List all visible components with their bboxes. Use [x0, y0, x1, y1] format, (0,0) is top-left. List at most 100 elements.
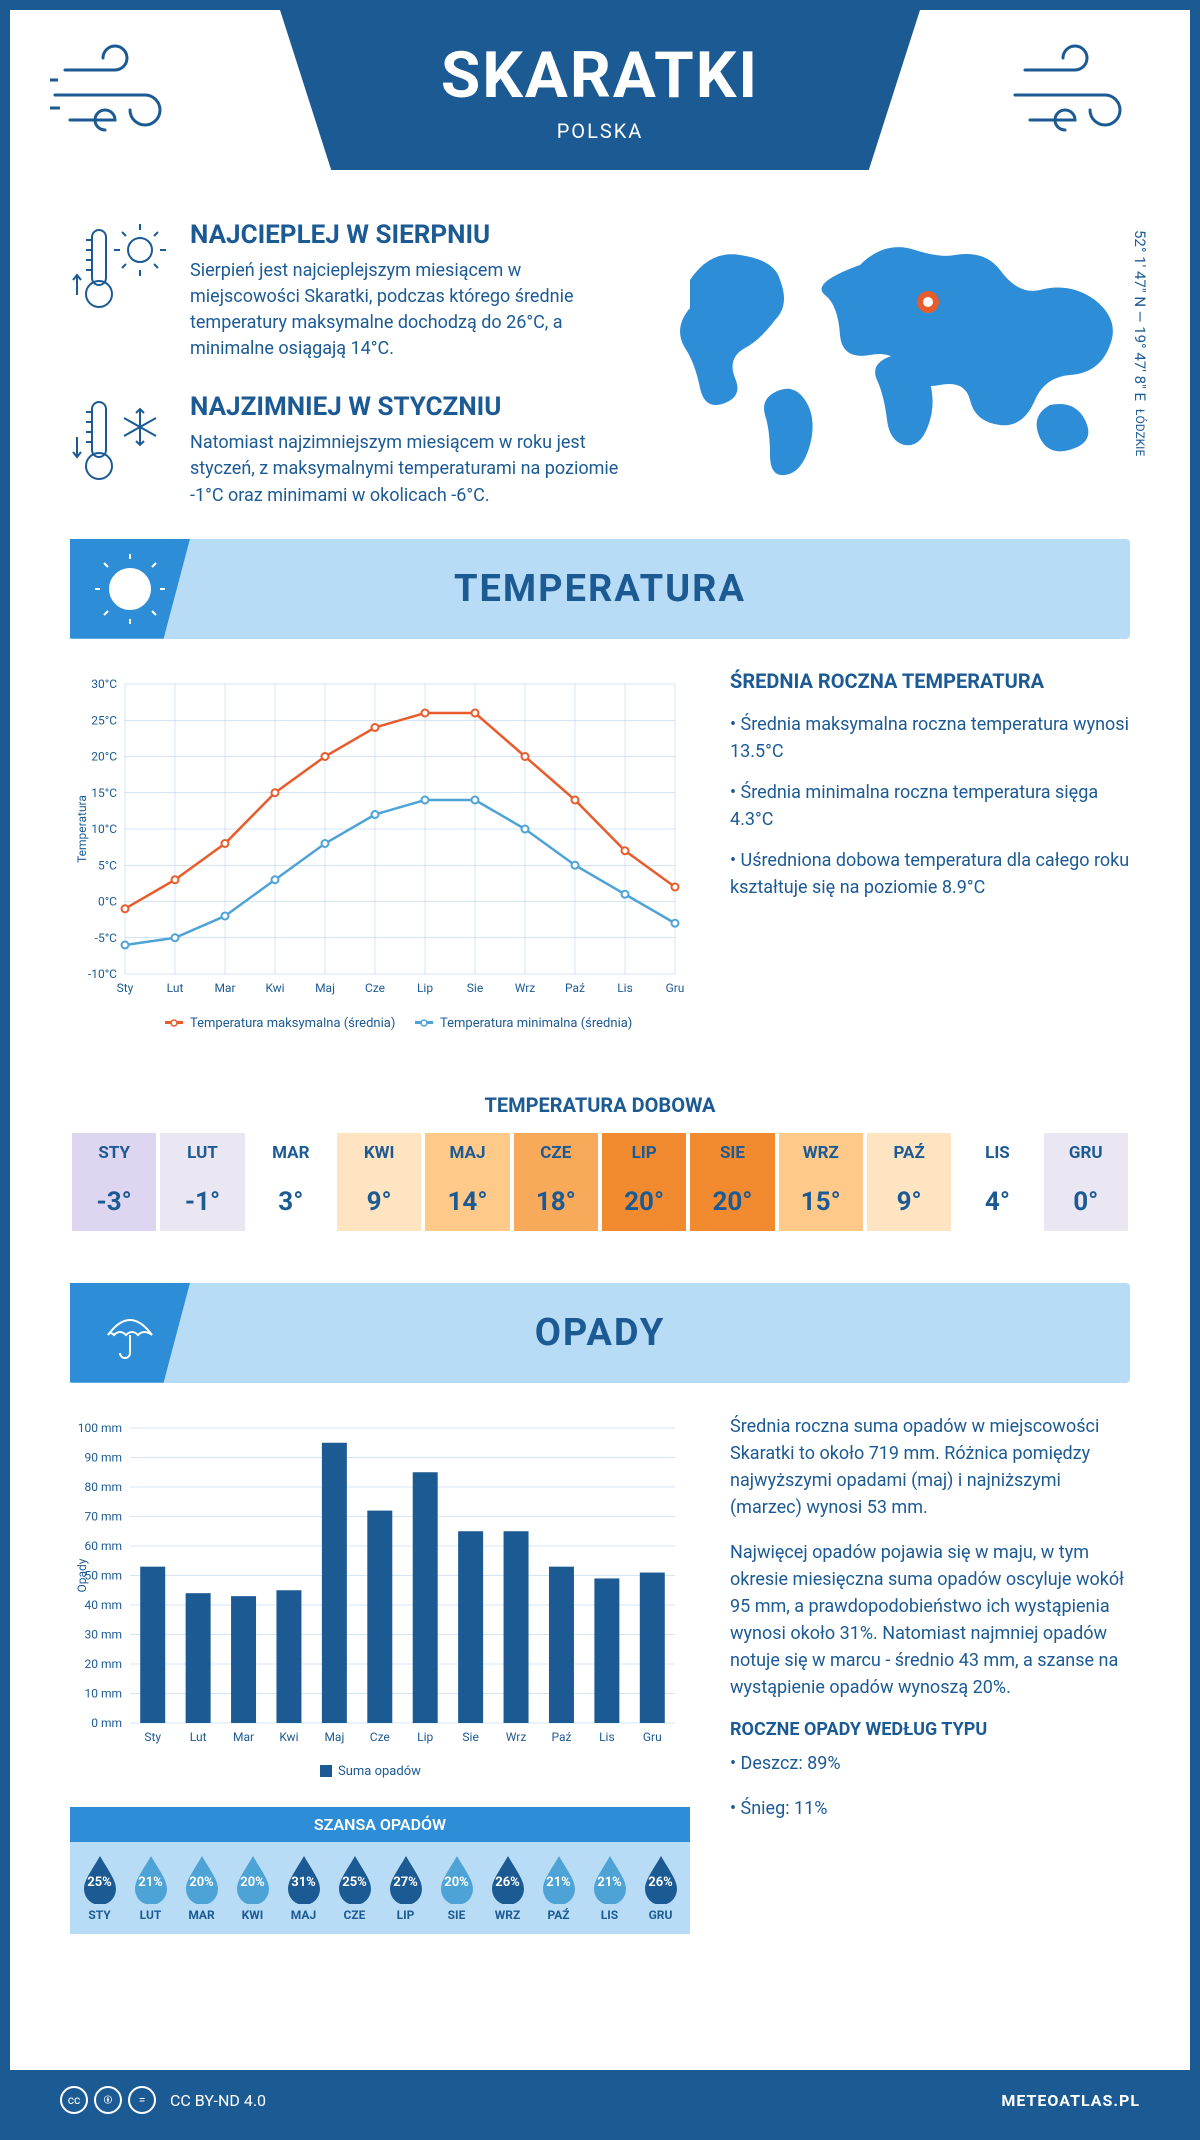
precip-snow: • Śnieg: 11%: [730, 1795, 1130, 1822]
temp-daily-cell: GRU0°: [1042, 1131, 1130, 1233]
svg-text:Gru: Gru: [643, 1730, 662, 1744]
sun-icon: [95, 554, 165, 624]
svg-text:60 mm: 60 mm: [84, 1539, 122, 1553]
svg-text:20 mm: 20 mm: [84, 1657, 122, 1671]
location-marker: [917, 291, 939, 313]
temp-daily-cell: MAR3°: [247, 1131, 335, 1233]
title-band: SKARATKI POLSKA: [280, 10, 920, 170]
footer: cc 🅯 = CC BY-ND 4.0 METEOATLAS.PL: [10, 2070, 1190, 2130]
temp-daily-cell: WRZ15°: [777, 1131, 865, 1233]
temperature-chart: -10°C-5°C0°C5°C10°C15°C20°C25°C30°CStyLu…: [70, 669, 690, 1053]
chance-cell: 26%WRZ: [482, 1854, 533, 1922]
chance-cell: 21%PAŹ: [533, 1854, 584, 1922]
svg-text:Lut: Lut: [190, 1730, 207, 1744]
svg-text:50 mm: 50 mm: [84, 1568, 122, 1582]
svg-text:70 mm: 70 mm: [84, 1509, 122, 1523]
fact-coldest: NAJZIMNIEJ W STYCZNIU Natomiast najzimni…: [70, 392, 620, 508]
temp-daily-cell: KWI9°: [335, 1131, 423, 1233]
chance-cell: 25%CZE: [329, 1854, 380, 1922]
svg-text:Lut: Lut: [167, 981, 184, 995]
svg-text:15°C: 15°C: [91, 785, 117, 799]
temp-bullet-3: • Uśredniona dobowa temperatura dla całe…: [730, 847, 1130, 901]
svg-text:30 mm: 30 mm: [84, 1627, 122, 1641]
temperature-title: TEMPERATURA: [454, 567, 746, 611]
svg-text:Maj: Maj: [315, 981, 335, 995]
fact-cold-text: Natomiast najzimniejszym miesiącem w rok…: [190, 430, 620, 508]
temp-daily-cell: LIP20°: [600, 1131, 688, 1233]
svg-text:0 mm: 0 mm: [91, 1716, 122, 1730]
svg-text:40 mm: 40 mm: [84, 1598, 122, 1612]
wind-icon-left: [50, 40, 190, 150]
world-map: [660, 220, 1130, 480]
by-icon: 🅯: [94, 2086, 122, 2114]
precip-type-title: ROCZNE OPADY WEDŁUG TYPU: [730, 1719, 1130, 1740]
svg-text:Lip: Lip: [417, 981, 433, 995]
svg-text:Lis: Lis: [617, 981, 633, 995]
svg-text:80 mm: 80 mm: [84, 1480, 122, 1494]
svg-text:-10°C: -10°C: [88, 967, 117, 981]
chance-cell: 20%MAR: [176, 1854, 227, 1922]
temp-bullet-1: • Średnia maksymalna roczna temperatura …: [730, 711, 1130, 765]
daily-temperature: TEMPERATURA DOBOWA STY-3°LUT-1°MAR3°KWI9…: [10, 1093, 1190, 1233]
header: SKARATKI POLSKA: [10, 10, 1190, 200]
precip-rain: • Deszcz: 89%: [730, 1750, 1130, 1777]
temp-daily-cell: LUT-1°: [158, 1131, 246, 1233]
precipitation-chart: 0 mm 10 mm 20 mm 30 mm 40 mm 50 mm 60 mm 70 mm 8…: [70, 1413, 690, 1793]
svg-text:-5°C: -5°C: [95, 930, 118, 944]
precipitation-info: Średnia roczna suma opadów w miejscowośc…: [730, 1413, 1130, 1934]
temp-daily-cell: CZE18°: [512, 1131, 600, 1233]
temp-daily-cell: MAJ14°: [423, 1131, 511, 1233]
thermometer-snow-icon: [70, 392, 170, 492]
temp-info-title: ŚREDNIA ROCZNA TEMPERATURA: [730, 669, 1130, 693]
chance-title: SZANSA OPADÓW: [70, 1807, 690, 1842]
svg-text:Temperatura: Temperatura: [75, 795, 89, 863]
umbrella-icon: [100, 1303, 160, 1363]
svg-text:Kwi: Kwi: [265, 981, 284, 995]
svg-text:10 mm: 10 mm: [84, 1686, 122, 1700]
svg-text:5°C: 5°C: [98, 858, 117, 872]
chance-cell: 20%KWI: [227, 1854, 278, 1922]
map-panel: 52° 1' 47" N — 19° 47' 8" E ŁÓDZKIE: [660, 220, 1130, 509]
region-text: ŁÓDZKIE: [1133, 409, 1147, 456]
svg-text:Sty: Sty: [144, 1730, 161, 1744]
svg-text:100 mm: 100 mm: [78, 1421, 122, 1435]
svg-text:Lip: Lip: [417, 1730, 433, 1744]
temperature-header: TEMPERATURA: [70, 539, 1130, 639]
fact-warm-title: NAJCIEPLEJ W SIERPNIU: [190, 220, 620, 250]
precip-text-2: Najwięcej opadów pojawia się w maju, w t…: [730, 1539, 1130, 1701]
svg-text:Temperatura maksymalna (średni: Temperatura maksymalna (średnia): [190, 1016, 395, 1031]
daily-temp-title: TEMPERATURA DOBOWA: [70, 1093, 1130, 1117]
svg-text:Sty: Sty: [117, 981, 134, 995]
svg-text:Lis: Lis: [599, 1730, 615, 1744]
chance-cell: 26%GRU: [635, 1854, 686, 1922]
temp-daily-cell: SIE20°: [688, 1131, 776, 1233]
coords-text: 52° 1' 47" N — 19° 47' 8" E: [1131, 230, 1149, 401]
chance-cell: 21%LUT: [125, 1854, 176, 1922]
wind-icon-right: [1010, 40, 1150, 150]
license-text: CC BY-ND 4.0: [170, 2091, 266, 2110]
cc-icon: cc: [60, 2086, 88, 2114]
chance-cell: 20%SIE: [431, 1854, 482, 1922]
svg-text:Opady: Opady: [75, 1558, 89, 1592]
svg-text:Kwi: Kwi: [279, 1730, 298, 1744]
temp-daily-cell: PAŹ9°: [865, 1131, 953, 1233]
country-label: POLSKA: [557, 119, 644, 143]
svg-text:10°C: 10°C: [91, 822, 117, 836]
svg-text:90 mm: 90 mm: [84, 1450, 122, 1464]
svg-text:Paź: Paź: [565, 981, 585, 995]
svg-text:Sie: Sie: [467, 981, 483, 995]
precip-text-1: Średnia roczna suma opadów w miejscowośc…: [730, 1413, 1130, 1521]
svg-text:Wrz: Wrz: [515, 981, 536, 995]
brand-text: METEOATLAS.PL: [1001, 2091, 1140, 2110]
svg-text:Cze: Cze: [365, 981, 385, 995]
page-title: SKARATKI: [441, 38, 759, 113]
svg-text:Cze: Cze: [370, 1730, 390, 1744]
precipitation-header: OPADY: [70, 1283, 1130, 1383]
chance-cell: 21%LIS: [584, 1854, 635, 1922]
nd-icon: =: [128, 2086, 156, 2114]
svg-text:25°C: 25°C: [91, 713, 117, 727]
svg-text:Maj: Maj: [324, 1730, 344, 1744]
svg-text:Mar: Mar: [233, 1730, 254, 1744]
svg-text:0°C: 0°C: [98, 894, 117, 908]
svg-text:Wrz: Wrz: [506, 1730, 527, 1744]
